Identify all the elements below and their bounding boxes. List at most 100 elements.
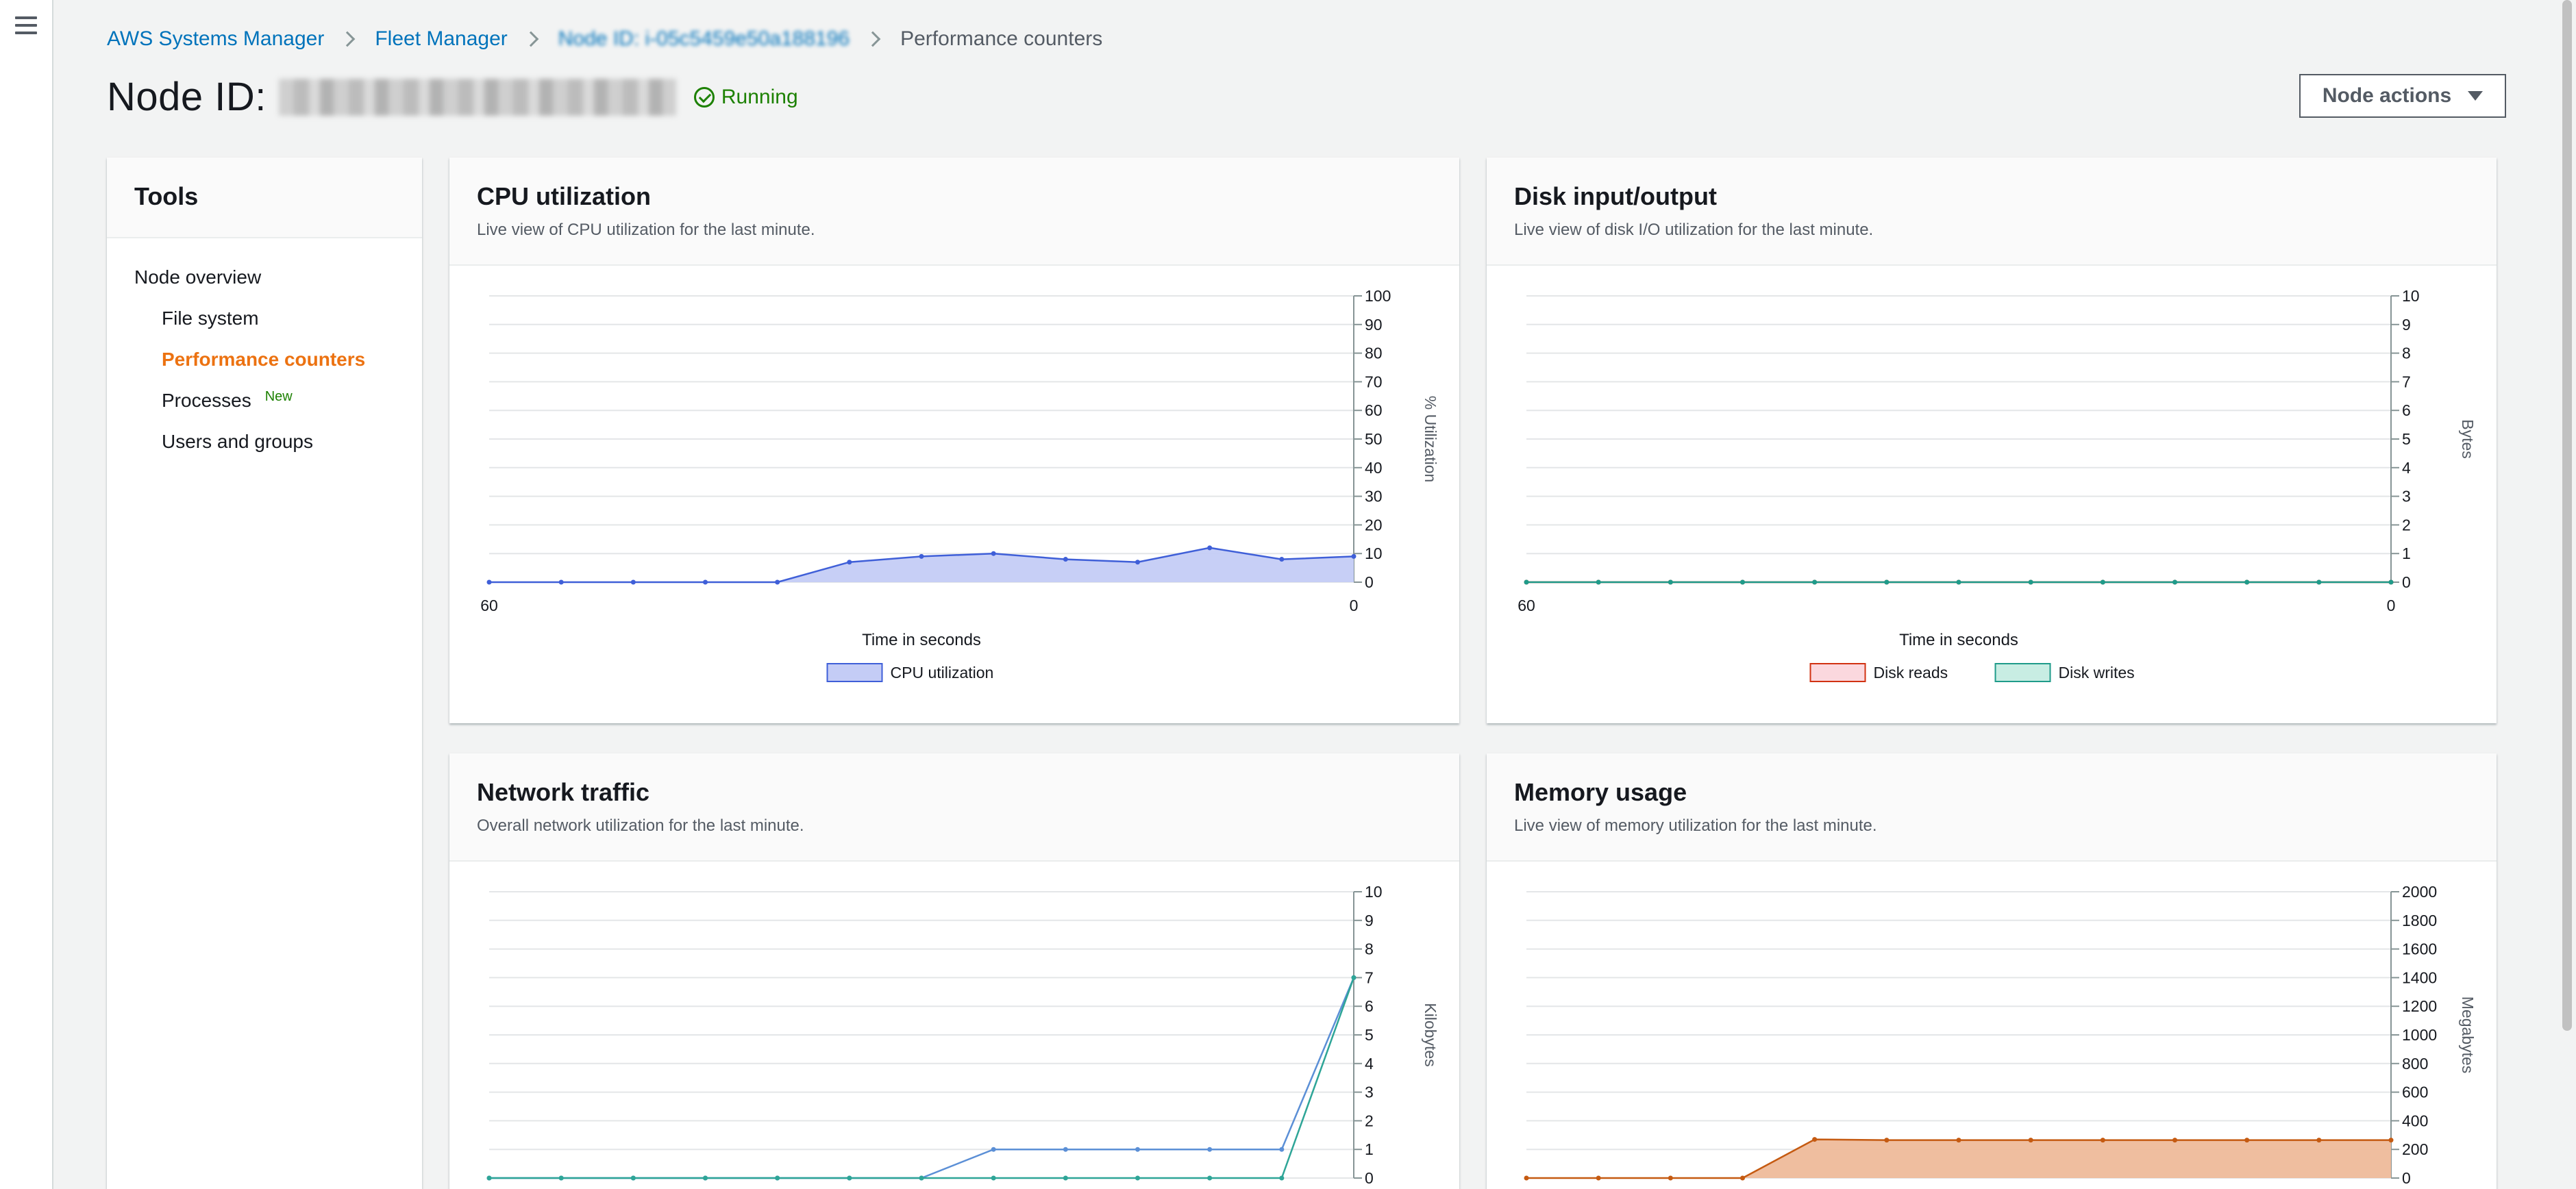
caret-down-icon [2468,91,2484,101]
y-tick-label: 10 [1365,883,1383,901]
page-header: Node ID: Running [107,74,798,120]
panel-title: CPU utilization [477,182,651,210]
data-point [847,560,852,565]
y-tick-label: 90 [1365,316,1383,334]
data-point [486,1175,492,1181]
y-tick-label: 50 [1365,430,1383,448]
data-point [2100,579,2105,585]
x-axis-title: Time in seconds [862,631,981,649]
y-tick-label: 3 [2402,488,2411,505]
data-point [2316,579,2322,585]
data-point [1812,1137,1818,1142]
y-tick-label: 8 [1365,940,1374,958]
data-point [1740,579,1745,585]
y-axis-title: Kilobytes [1422,1003,1439,1066]
tools-item-performance-counters[interactable]: Performance counters [162,349,366,370]
data-point [1135,560,1140,565]
y-tick-label: 80 [1365,345,1383,362]
y-tick-label: 0 [1365,1169,1374,1187]
data-point [2244,579,2250,585]
y-tick-label: 9 [1365,912,1374,929]
data-point [2388,1138,2394,1143]
check-circle-icon [693,86,715,108]
tools-list: Node overview File system Performance co… [107,238,422,471]
data-point [1812,579,1818,585]
data-point [558,1175,564,1181]
data-point [2388,579,2394,585]
tools-title: Tools [107,158,422,238]
breadcrumb-fleet-manager[interactable]: Fleet Manager [375,27,508,50]
data-point [1207,1175,1213,1181]
legend-label: Disk reads [1874,664,1948,681]
y-tick-label: 6 [2402,401,2411,419]
x-axis-title: Time in seconds [1899,631,2018,649]
panel-subtitle: Live view of memory utilization for the … [1514,816,1877,835]
data-point [2316,1138,2322,1143]
y-tick-label: 1400 [2402,968,2437,986]
y-tick-label: 9 [2402,316,2411,334]
menu-icon[interactable] [15,16,37,34]
data-point [1351,553,1357,559]
status-badge: Running [693,86,798,109]
y-tick-label: 1000 [2402,1026,2437,1044]
data-point [1063,557,1068,562]
y-tick-label: 7 [1365,968,1374,986]
y-tick-label: 2000 [2402,883,2437,901]
tools-item-file-system[interactable]: File system [162,308,259,329]
data-point [1207,1147,1213,1152]
data-point [1956,579,1961,585]
network-traffic-panel: Network traffic Overall network utilizat… [449,753,1459,1189]
y-tick-label: 10 [1365,545,1383,562]
y-tick-label: 10 [2402,287,2420,305]
y-tick-label: 100 [1365,287,1391,305]
data-point [703,1175,708,1181]
data-point [2244,1138,2250,1143]
breadcrumb: AWS Systems Manager Fleet Manager Node I… [107,27,1102,51]
y-tick-label: 2 [2402,516,2411,534]
node-actions-button[interactable]: Node actions [2299,74,2506,118]
data-point [2100,1138,2105,1143]
data-point [486,579,492,585]
panel-subtitle: Overall network utilization for the last… [477,816,804,835]
data-point [991,1147,996,1152]
y-tick-label: 0 [1365,573,1374,591]
y-tick-label: 5 [1365,1026,1374,1044]
node-actions-label: Node actions [2322,84,2452,107]
data-point [847,1175,852,1181]
breadcrumb-systems-manager[interactable]: AWS Systems Manager [107,27,325,50]
y-tick-label: 60 [1365,401,1383,419]
chevron-right-icon [523,31,539,47]
data-point [1135,1147,1140,1152]
y-tick-label: 800 [2402,1055,2428,1073]
y-tick-label: 4 [1365,1055,1374,1073]
chevron-right-icon [865,31,881,47]
data-point [1524,1175,1529,1181]
data-point [1668,579,1673,585]
panel-subtitle: Live view of CPU utilization for the las… [477,221,815,239]
y-tick-label: 7 [2402,373,2411,390]
cpu-utilization-panel: CPU utilization Live view of CPU utiliza… [449,158,1459,723]
scrollbar-thumb[interactable] [2562,0,2572,1031]
tools-item-processes[interactable]: Processes New [107,389,422,430]
data-point [919,553,924,559]
legend-swatch [1809,663,1866,682]
series-area [1526,1139,2391,1178]
panel-subtitle: Live view of disk I/O utilization for th… [1514,221,1874,239]
tools-item-node-overview[interactable]: Node overview [134,266,262,288]
y-tick-label: 4 [2402,459,2411,477]
breadcrumb-node-id[interactable]: Node ID: i-05c5459e50a188196 [558,27,850,50]
panel-title: Network traffic [477,778,650,806]
data-point [1351,975,1357,980]
page-title: Node ID: [107,75,267,119]
y-tick-label: 1200 [2402,997,2437,1015]
panel-title: Memory usage [1514,778,1687,806]
y-tick-label: 40 [1365,459,1383,477]
page-scrollbar[interactable] [2561,0,2573,1189]
tools-item-users-and-groups[interactable]: Users and groups [162,431,314,452]
y-tick-label: 400 [2402,1112,2428,1129]
data-point [2172,579,2177,585]
y-tick-label: 1600 [2402,940,2437,958]
y-tick-label: 1800 [2402,912,2437,929]
y-tick-label: 8 [2402,345,2411,362]
